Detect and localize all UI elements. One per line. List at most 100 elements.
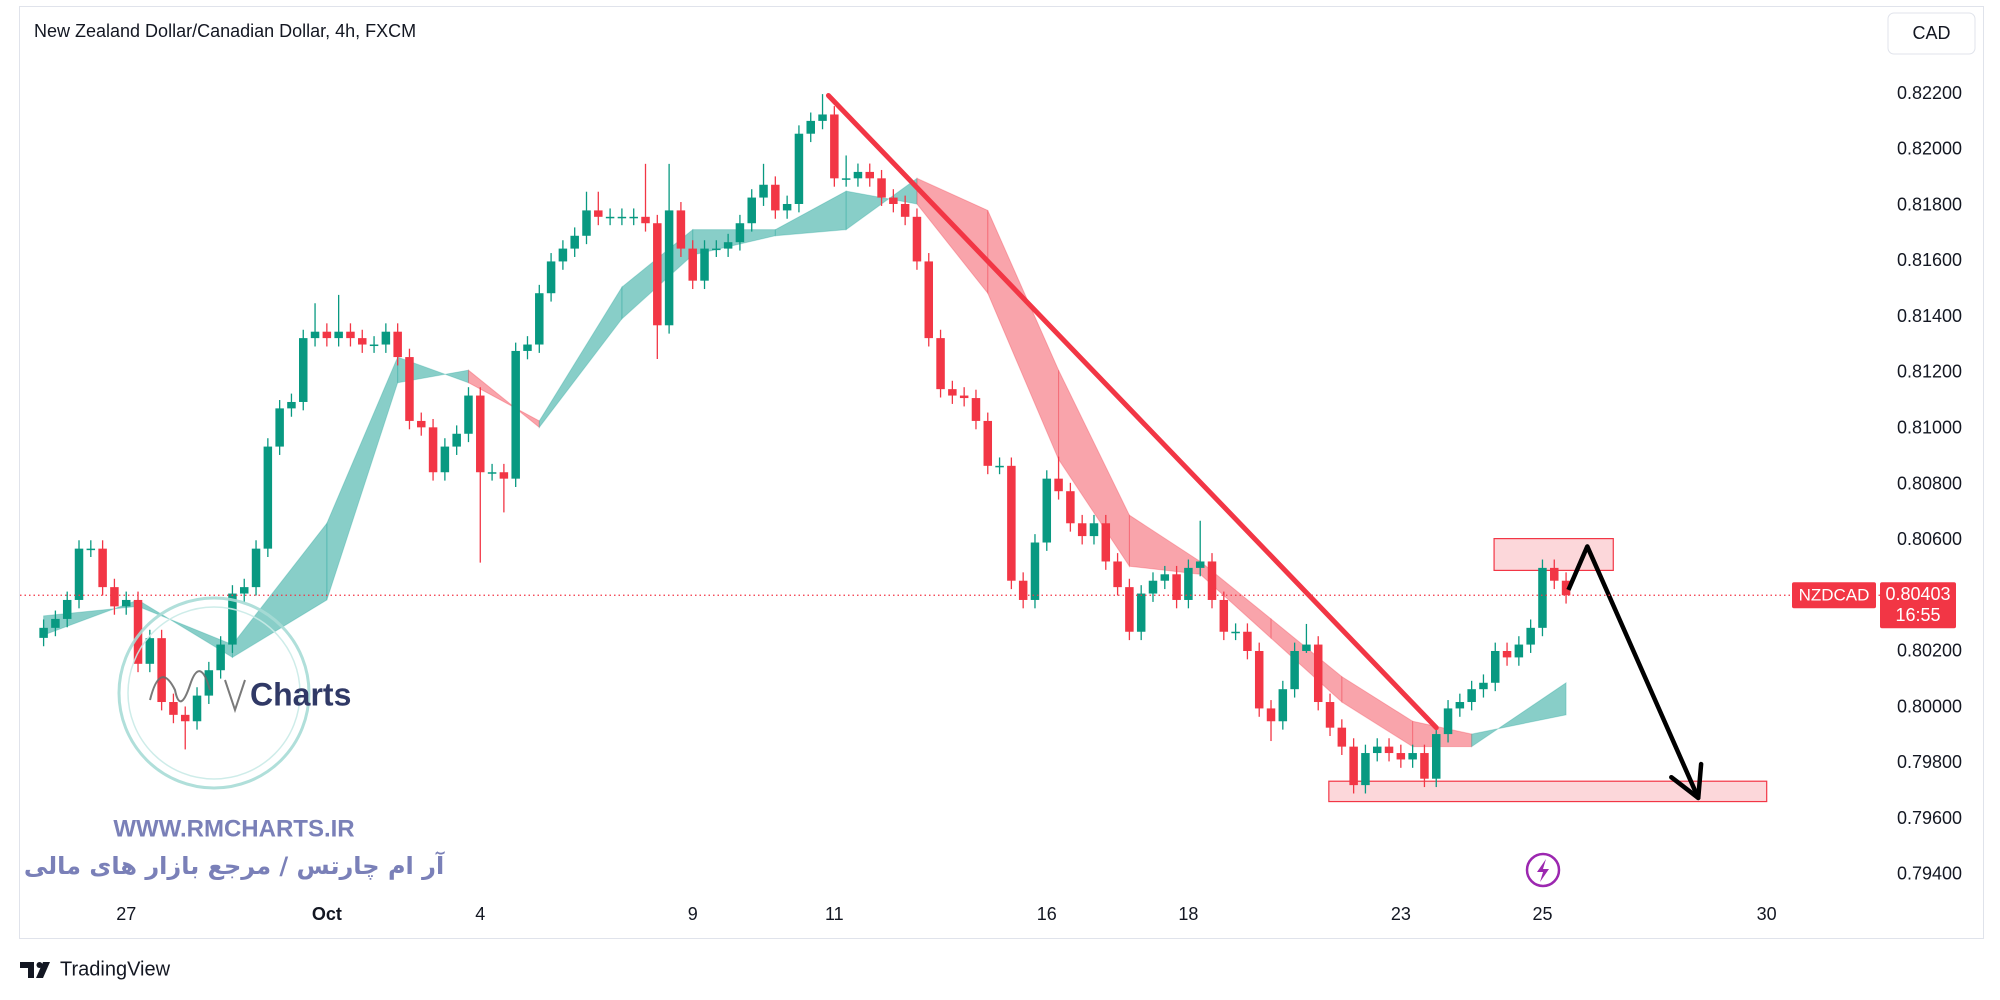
- ribbon-segment: [987, 210, 1060, 460]
- footer-brand: TradingView: [60, 958, 171, 980]
- candle-body: [771, 184, 780, 211]
- candle-body: [1514, 644, 1524, 658]
- candle-body: [912, 216, 922, 262]
- candle-body: [546, 261, 556, 294]
- candle-body: [1254, 650, 1264, 709]
- candle-body: [1313, 644, 1323, 703]
- y-tick-label: 0.81200: [1897, 362, 1962, 382]
- candle-body: [1042, 478, 1052, 543]
- candle-body: [971, 398, 981, 421]
- candle-body: [1231, 631, 1240, 634]
- x-tick-label: 27: [116, 904, 136, 924]
- candle-body: [74, 548, 84, 600]
- candle-body: [1372, 746, 1382, 754]
- candle-body: [1431, 734, 1441, 779]
- candle-body: [405, 357, 414, 421]
- candle-body: [51, 618, 60, 628]
- candle-body: [239, 587, 249, 594]
- candle-body: [1219, 599, 1229, 632]
- candle-body: [1361, 753, 1370, 786]
- candle-body: [641, 216, 650, 224]
- candle-body: [145, 638, 155, 664]
- candle-body: [1018, 580, 1028, 600]
- watermark-url: WWW.RMCHARTS.IR: [113, 815, 354, 842]
- candle-body: [1290, 650, 1299, 690]
- candle-body: [818, 114, 827, 121]
- chart-title: New Zealand Dollar/Canadian Dollar, 4h, …: [34, 21, 416, 41]
- candle-body: [1278, 689, 1288, 722]
- candle-body: [1526, 627, 1535, 645]
- y-tick-label: 0.79400: [1897, 864, 1962, 884]
- x-tick-label: 9: [688, 904, 698, 924]
- candle-body: [1396, 753, 1406, 760]
- candle-body: [535, 293, 544, 345]
- candle-body: [1207, 561, 1217, 600]
- event-icon[interactable]: [1525, 852, 1561, 888]
- arrow-head: [1669, 774, 1701, 801]
- candle-body: [1502, 650, 1512, 658]
- candle-body: [1007, 465, 1016, 581]
- candle-body: [393, 331, 402, 358]
- candle-body: [1195, 561, 1205, 568]
- watermark: Charts: [117, 596, 351, 790]
- candle-body: [1561, 580, 1571, 596]
- candle-body: [334, 331, 343, 339]
- candle-body: [275, 408, 284, 447]
- y-tick-label: 0.81000: [1897, 417, 1962, 437]
- candle-body: [676, 210, 686, 249]
- candle-body: [228, 593, 237, 645]
- currency-button[interactable]: [1887, 12, 1976, 55]
- x-tick-label: Oct: [312, 904, 342, 924]
- candle-body: [86, 548, 96, 551]
- arrow-head: [1695, 761, 1704, 801]
- y-tick-label: 0.80200: [1897, 641, 1962, 661]
- candle-body: [865, 171, 874, 179]
- candle-body: [841, 178, 851, 180]
- candle-body: [1325, 702, 1335, 728]
- watermark-brand: Charts: [250, 676, 351, 712]
- event-icon-bolt[interactable]: [1537, 859, 1549, 882]
- candle-body: [936, 338, 945, 390]
- candle-body: [1550, 567, 1559, 581]
- candle-body: [1125, 587, 1134, 632]
- currency-label[interactable]: CAD: [1912, 23, 1950, 43]
- candle-body: [1089, 523, 1099, 537]
- x-tick-label: 11: [825, 904, 844, 924]
- tv-logo-dot: [36, 962, 43, 968]
- candle-body: [476, 395, 485, 473]
- candle-body: [900, 203, 910, 217]
- candle-body: [381, 331, 391, 345]
- candle-body: [688, 248, 697, 281]
- candle-body: [983, 420, 993, 466]
- y-tick-label: 0.81400: [1897, 306, 1962, 326]
- y-tick-label: 0.79600: [1897, 808, 1962, 828]
- candle-body: [558, 248, 568, 262]
- y-tick-label: 0.80800: [1897, 473, 1962, 493]
- candle-body: [1243, 631, 1252, 651]
- trend-line: [825, 93, 1439, 731]
- zone-box: [1328, 780, 1768, 803]
- candle-body: [204, 670, 214, 696]
- tv-logo: [20, 962, 50, 978]
- candle-body: [499, 472, 509, 479]
- forecast-arrow: [1566, 544, 1701, 799]
- watermark-tagline: آر ام چارتس / مرجع بازار های مالی: [24, 851, 445, 880]
- candle-body: [1408, 753, 1417, 760]
- candle-body: [1160, 574, 1170, 581]
- candle-body: [1101, 523, 1111, 562]
- candle-body: [263, 446, 273, 549]
- candle-body: [110, 587, 119, 607]
- candle-body: [1443, 708, 1453, 735]
- candle-body: [251, 548, 261, 588]
- candle-body: [1030, 542, 1040, 600]
- candle-body: [1184, 567, 1193, 600]
- candle-body: [487, 472, 497, 474]
- candle-body: [369, 344, 379, 347]
- drawings-layer: [20, 93, 1880, 801]
- candle-body: [594, 210, 603, 217]
- candle-body: [712, 248, 721, 251]
- candle-body: [1491, 650, 1500, 683]
